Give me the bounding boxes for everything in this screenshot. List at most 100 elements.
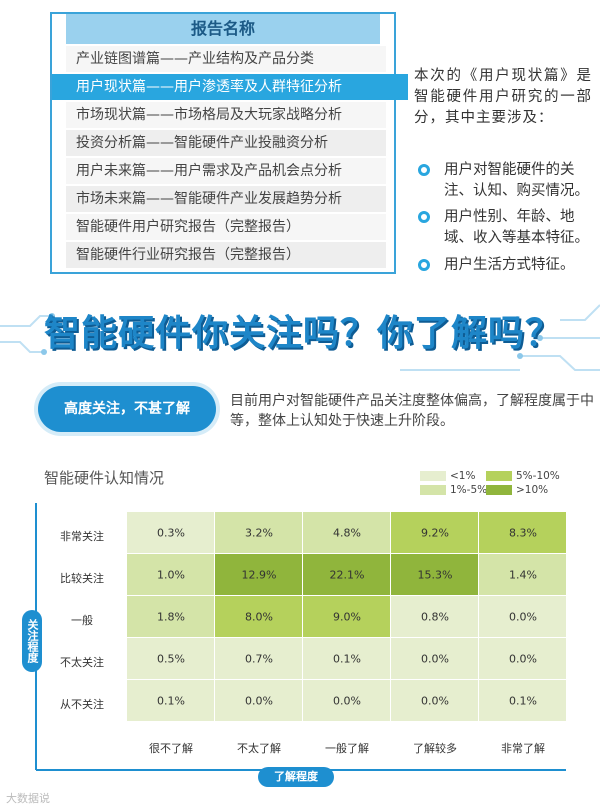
circuit-node <box>49 313 55 319</box>
heatmap-cell-label: 0.5% <box>157 653 185 666</box>
circuit-decoration <box>0 304 600 371</box>
bullet-text-2: 用户生活方式特征。 <box>444 257 575 273</box>
heatmap-cell-label: 0.8% <box>421 611 449 624</box>
col-label-1: 不太了解 <box>237 742 281 755</box>
bullet-text-0: 用户对智能硬件的关注、认知、购买情况。 <box>444 162 589 199</box>
heatmap-cell <box>215 638 302 679</box>
watermark: 大数据说 <box>6 792 50 805</box>
legend-item-lt5: 1%-5% <box>420 484 487 496</box>
heatmap-cell <box>391 596 478 637</box>
bullet-text-1: 用户性别、年龄、地域、收入等基本特征。 <box>444 209 589 246</box>
heatmap-cell-label: 9.0% <box>333 611 361 624</box>
heatmap-cell <box>215 596 302 637</box>
legend-label: >10% <box>516 484 549 496</box>
heatmap-cell-label: 1.4% <box>509 569 537 582</box>
summary-badge: 高度关注，不甚了解 <box>38 386 216 432</box>
heatmap-cell-label: 0.3% <box>157 527 185 540</box>
heatmap-cell <box>303 680 390 721</box>
heatmap-cell <box>479 554 566 595</box>
heatmap-cell-label: 0.0% <box>333 695 361 708</box>
report-list-header: 报告名称 <box>66 14 380 44</box>
heatmap-cell <box>127 512 214 553</box>
col-label-2: 一般了解 <box>325 742 369 755</box>
intro-text: 目前用户对智能硬件产品关注度整体偏高，了解程度属于中等，整体上认知处于快速上升阶… <box>230 393 594 429</box>
heatmap-cell <box>303 512 390 553</box>
report-item-5[interactable]: 市场未来篇——智能硬件产业发展趋势分析 <box>66 186 386 212</box>
report-item-6[interactable]: 智能硬件用户研究报告（完整报告） <box>66 214 386 240</box>
report-list-box: 报告名称 产业链图谱篇——产业结构及产品分类 用户现状篇——用户渗透率及人群特征… <box>50 12 408 274</box>
report-item-4[interactable]: 用户未来篇——用户需求及产品机会点分析 <box>66 158 386 184</box>
heatmap-cell-label: 0.0% <box>421 653 449 666</box>
heatmap-cell-label: 8.0% <box>245 611 273 624</box>
heatmap-cell <box>127 638 214 679</box>
heatmap-cell-label: 0.1% <box>333 653 361 666</box>
heatmap-cell <box>303 638 390 679</box>
circuit-line-right-3 <box>520 355 600 371</box>
y-axis-label: 关注程度 <box>22 610 42 672</box>
circuit-line-left-2 <box>0 341 44 353</box>
col-label-3: 了解较多 <box>413 742 457 755</box>
heatmap-cell <box>215 512 302 553</box>
description-bullet-0: 用户对智能硬件的关注、认知、购买情况。 <box>418 160 594 202</box>
report-item-3[interactable]: 投资分析篇——智能硬件产业投融资分析 <box>66 130 386 156</box>
heatmap-cell-label: 22.1% <box>330 569 365 582</box>
heatmap-cell-label: 12.9% <box>242 569 277 582</box>
heatmap-cell-label: 3.2% <box>245 527 273 540</box>
circuit-line-left-1 <box>0 315 52 327</box>
circuit-line-right-1 <box>560 304 600 321</box>
heatmap-cell <box>391 680 478 721</box>
col-label-4: 非常了解 <box>501 742 545 755</box>
heatmap-cell-label: 0.7% <box>245 653 273 666</box>
row-label-4: 从不关注 <box>60 698 104 711</box>
heatmap-cell-label: 0.0% <box>245 695 273 708</box>
heatmap-cell-label: 0.1% <box>509 695 537 708</box>
heatmap-cell <box>215 680 302 721</box>
legend-swatch <box>486 471 512 481</box>
legend-swatch <box>420 485 446 495</box>
heatmap-cell <box>479 512 566 553</box>
report-item-2[interactable]: 市场现状篇——市场格局及大玩家战略分析 <box>66 102 386 128</box>
col-label-0: 很不了解 <box>149 742 193 755</box>
heatmap-cell-labels: 0.3% 3.2% 4.8% 9.2% 8.3% 1.0% 12.9% 22.1% 15.3% 1… <box>157 527 537 708</box>
report-description: 本次的《用户现状篇》是智能硬件用户研究的一部分，其中主要涉及： <box>414 68 592 126</box>
heatmap-cell <box>215 554 302 595</box>
report-item-7[interactable]: 智能硬件行业研究报告（完整报告） <box>66 242 386 268</box>
heatmap-cell-label: 0.0% <box>421 695 449 708</box>
heatmap-cell <box>479 596 566 637</box>
legend-label: 1%-5% <box>450 484 488 496</box>
heatmap-cell <box>391 554 478 595</box>
description-bullet-2: 用户生活方式特征。 <box>418 255 594 276</box>
legend-swatch <box>486 485 512 495</box>
heatmap-cell-label: 4.8% <box>333 527 361 540</box>
x-axis-label: 了解程度 <box>258 767 334 787</box>
heatmap-cell <box>391 512 478 553</box>
heatmap-cell <box>127 596 214 637</box>
report-item-1[interactable]: 用户现状篇——用户渗透率及人群特征分析 <box>52 74 408 100</box>
legend-item-lt1: <1% <box>420 470 475 482</box>
heatmap-chart: 0.3% 3.2% 4.8% 9.2% 8.3% 1.0% 12.9% 22.1% 15.3% 1… <box>35 503 566 771</box>
heatmap-cell-label: 0.1% <box>157 695 185 708</box>
legend-swatch <box>420 471 446 481</box>
ring-bullet-icon <box>418 164 430 176</box>
heatmap-cell-label: 9.2% <box>421 527 449 540</box>
heatmap-cell-label: 15.3% <box>418 569 453 582</box>
heatmap-cell <box>391 638 478 679</box>
circuit-node <box>537 335 543 341</box>
heatmap-cell-label: 8.3% <box>509 527 537 540</box>
chart-title: 智能硬件认知情况 <box>44 469 165 487</box>
legend-label: 5%-10% <box>516 470 560 482</box>
row-label-1: 比较关注 <box>60 572 104 585</box>
circuit-node <box>517 353 523 359</box>
description-bullet-1: 用户性别、年龄、地域、收入等基本特征。 <box>418 207 594 249</box>
heatmap-cell-label: 1.0% <box>157 569 185 582</box>
legend-item-gt10: >10% <box>486 484 548 496</box>
headline: 智能硬件你关注吗？你了解吗？ <box>44 313 563 354</box>
heatmap-cell <box>479 638 566 679</box>
pointer-arrow-icon <box>396 76 408 100</box>
ring-bullet-icon <box>418 211 430 223</box>
heatmap-cell <box>303 554 390 595</box>
row-label-3: 不太关注 <box>60 656 104 669</box>
heatmap-cell <box>303 596 390 637</box>
report-item-0[interactable]: 产业链图谱篇——产业结构及产品分类 <box>66 46 386 72</box>
heatmap-cell <box>479 680 566 721</box>
